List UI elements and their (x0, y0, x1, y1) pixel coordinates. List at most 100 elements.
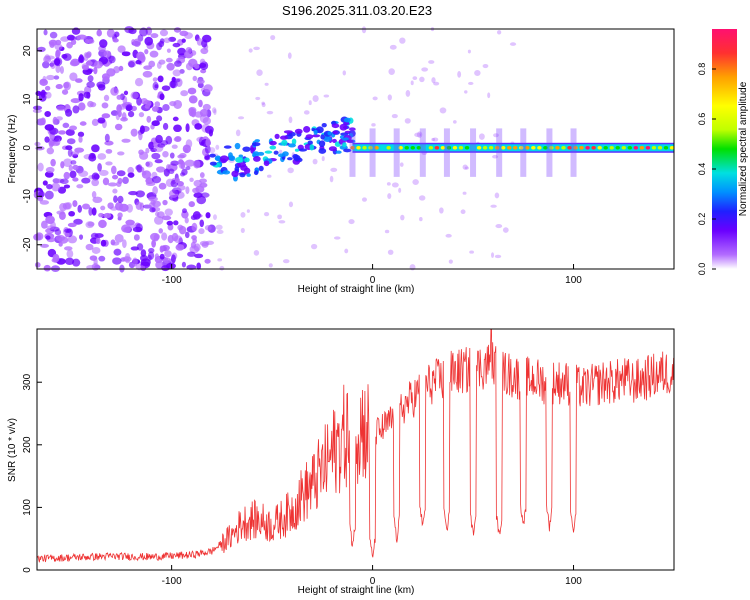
noise-blob (310, 243, 318, 250)
signal-blob (223, 145, 232, 149)
noise-blob (165, 57, 173, 63)
noise-blob (206, 109, 212, 118)
signal-blob (328, 146, 337, 152)
signal-blob (242, 146, 251, 152)
noise-blob (140, 258, 151, 267)
noise-blob (199, 178, 207, 184)
carrier-blob (597, 145, 602, 150)
noise-blob (151, 120, 160, 127)
signal-blob (307, 140, 313, 146)
noise-blob (482, 63, 489, 69)
noise-blob (155, 261, 164, 269)
noise-blob (492, 154, 499, 159)
noise-blob (173, 27, 182, 33)
carrier-blob (380, 145, 385, 150)
noise-blob (490, 204, 497, 208)
carrier-blob (452, 145, 458, 150)
noise-blob (144, 104, 151, 109)
noise-blob (32, 105, 43, 110)
noise-blob (196, 79, 205, 85)
noise-blob (178, 159, 184, 165)
noise-blob (151, 152, 161, 160)
noise-blob (69, 125, 78, 131)
noise-blob (86, 265, 97, 270)
carrier-blob (446, 145, 452, 150)
carrier-blob (368, 145, 373, 150)
noise-blob (91, 247, 101, 254)
spectrogram-dropout (470, 128, 477, 177)
noise-blob (194, 123, 203, 130)
noise-blob (154, 253, 160, 260)
noise-blob (213, 109, 217, 116)
snr-ytick-label: 100 (22, 499, 33, 516)
carrier-blob (458, 145, 464, 150)
noise-blob (44, 190, 54, 200)
noise-blob (107, 182, 118, 187)
noise-blob (81, 177, 91, 184)
noise-blob (216, 229, 224, 234)
noise-blob (200, 192, 210, 198)
noise-blob (98, 169, 109, 176)
noise-blob (200, 47, 209, 55)
signal-blob (340, 132, 349, 136)
noise-blob (131, 38, 136, 46)
noise-blob (312, 158, 318, 165)
noise-blob (50, 158, 56, 167)
carrier-blob (434, 145, 440, 150)
noise-blob (185, 46, 192, 54)
noise-blob (40, 117, 46, 126)
noise-blob (213, 214, 217, 221)
noise-blob (115, 111, 121, 121)
noise-blob (127, 166, 135, 175)
carrier-blob (428, 145, 434, 150)
noise-blob (65, 108, 73, 117)
signal-blob (287, 157, 293, 161)
noise-blob (151, 106, 159, 112)
noise-blob (493, 133, 499, 138)
noise-blob (93, 173, 100, 180)
noise-blob (96, 29, 102, 37)
noise-blob (106, 28, 115, 38)
spectrogram-ytick-label: -20 (22, 237, 33, 252)
noise-blob (204, 144, 211, 154)
signal-blob (283, 130, 293, 134)
noise-blob (59, 66, 64, 74)
noise-blob (496, 30, 502, 35)
noise-blob (86, 81, 95, 88)
snr-xtick-label: 0 (370, 576, 376, 587)
noise-blob (237, 116, 245, 120)
noise-blob (469, 250, 474, 254)
noise-blob (159, 29, 169, 37)
noise-blob (114, 234, 124, 243)
noise-blob (67, 235, 78, 244)
noise-blob (43, 29, 48, 36)
signal-blob (348, 127, 356, 131)
noise-blob (113, 195, 118, 203)
noise-blob (134, 77, 144, 87)
noise-blob (120, 117, 128, 122)
noise-blob (185, 139, 193, 149)
noise-blob (150, 33, 159, 39)
noise-blob (384, 229, 390, 234)
noise-blob (78, 93, 84, 102)
noise-blob (108, 55, 116, 64)
noise-blob (64, 231, 70, 238)
noise-blob (163, 37, 171, 44)
snr-xtick-label: -100 (162, 576, 182, 587)
snr-xlabel: Height of straight line (km) (298, 585, 415, 596)
signal-blob (303, 125, 311, 133)
noise-blob (342, 70, 347, 76)
signal-blob (287, 143, 296, 148)
noise-blob (149, 207, 156, 213)
noise-blob (85, 60, 93, 66)
signal-blob (209, 161, 217, 166)
noise-blob (361, 197, 367, 202)
noise-blob (122, 176, 129, 185)
noise-blob (330, 167, 338, 173)
carrier-blob (494, 145, 500, 150)
noise-blob (433, 81, 440, 86)
carrier-blob (525, 145, 530, 150)
signal-blob (254, 139, 260, 143)
signal-blob (327, 131, 332, 136)
noise-blob (49, 31, 58, 39)
